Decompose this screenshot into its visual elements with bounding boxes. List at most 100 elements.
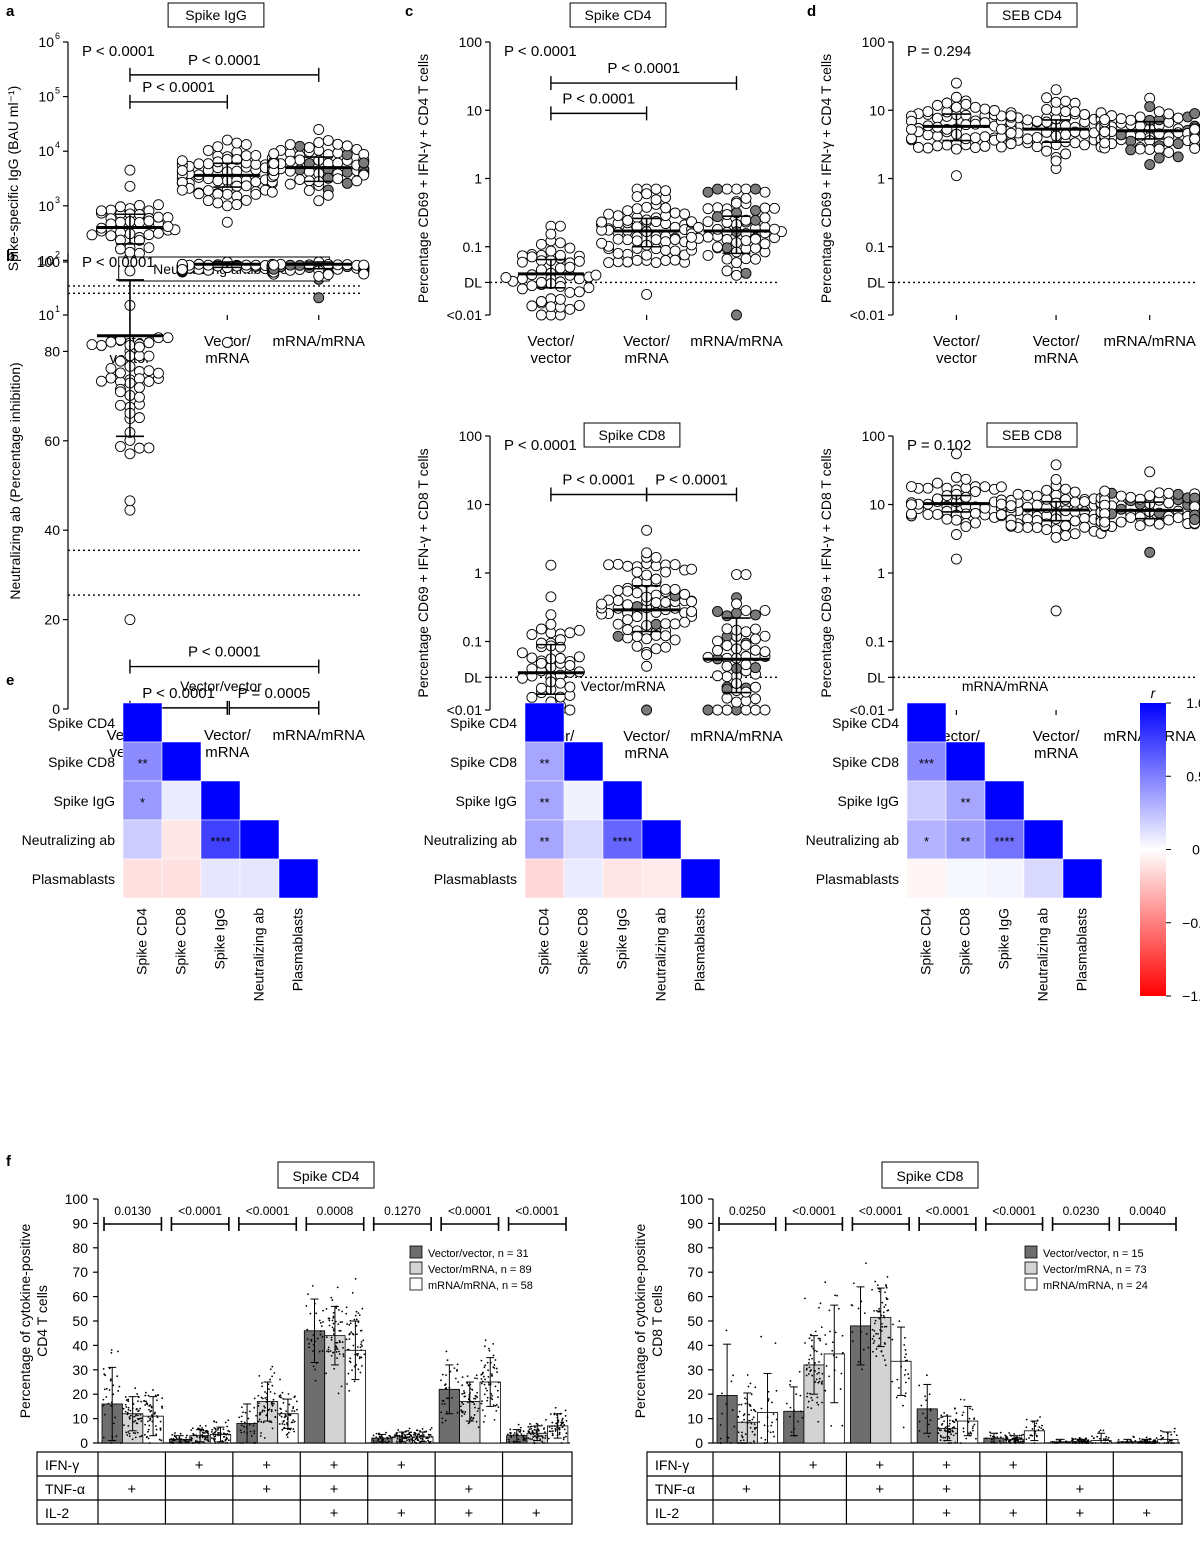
data-point: [114, 1416, 116, 1419]
data-point: [816, 1401, 818, 1404]
data-point: [989, 1431, 991, 1434]
heatmap-column-label: Spike CD8: [575, 908, 591, 975]
data-point: [721, 183, 733, 195]
data-point: [660, 566, 672, 578]
comparison-p-value: <0.0001: [859, 1204, 903, 1218]
data-point: [951, 1429, 954, 1432]
data-point: [332, 1351, 335, 1354]
data-point: [1175, 1434, 1178, 1437]
data-point: [114, 201, 126, 213]
data-point: [641, 188, 653, 200]
data-point: [430, 1435, 433, 1438]
data-point: [445, 1387, 448, 1389]
y-tick-label: 10: [38, 198, 54, 214]
data-point: [1152, 1440, 1155, 1443]
legend-label: Vector/mRNA, n = 89: [428, 1264, 532, 1276]
data-point: [240, 1424, 243, 1427]
data-point: [825, 1343, 827, 1345]
data-point: [1144, 101, 1156, 113]
data-point: [612, 558, 624, 570]
data-point: [332, 1317, 335, 1319]
data-point: [319, 1322, 322, 1324]
data-point: [485, 1387, 487, 1390]
data-point: [721, 660, 733, 672]
data-point: [799, 1410, 802, 1413]
data-point: [960, 473, 972, 485]
data-point: [292, 1407, 294, 1410]
data-point: [554, 641, 566, 653]
data-point: [416, 1436, 419, 1438]
data-point: [342, 1346, 344, 1349]
table-plus: +: [464, 1505, 473, 1522]
data-point: [1144, 546, 1156, 558]
data-point: [532, 1436, 535, 1438]
data-point: [361, 1364, 363, 1367]
data-point: [354, 1278, 357, 1280]
legend-swatch: [1024, 1277, 1038, 1291]
data-point: [1040, 1427, 1043, 1430]
data-point: [124, 448, 136, 460]
data-point: [551, 1425, 553, 1428]
data-point: [769, 223, 780, 235]
data-point: [148, 1442, 151, 1444]
data-point: [225, 1436, 228, 1439]
p-value: P < 0.0001: [504, 437, 577, 454]
data-point: [346, 1323, 349, 1325]
data-point: [883, 1341, 886, 1344]
data-point: [1145, 1436, 1148, 1439]
data-point: [258, 1374, 261, 1377]
data-point: [179, 1432, 182, 1435]
data-point: [185, 1441, 187, 1444]
data-point: [873, 1322, 876, 1325]
data-point: [325, 1372, 327, 1375]
heatmap-cell: [602, 858, 643, 899]
data-point: [133, 382, 145, 394]
data-point: [554, 220, 566, 232]
comparison-p-value: P < 0.0001: [655, 471, 728, 488]
data-point: [1134, 111, 1146, 123]
data-point: [1081, 1440, 1084, 1443]
x-tick-label: mRNA: [625, 350, 669, 367]
table-plus: +: [1009, 1457, 1018, 1474]
data-point: [877, 1344, 880, 1347]
data-point: [1141, 1442, 1143, 1444]
data-point: [529, 1425, 532, 1428]
heatmap-cell: [278, 858, 319, 899]
data-point: [268, 1388, 270, 1391]
data-point: [332, 1329, 335, 1332]
data-point: [1079, 139, 1091, 151]
data-point: [733, 1425, 736, 1428]
data-point: [484, 1339, 487, 1342]
data-point: [474, 1394, 477, 1397]
data-point: [747, 1385, 750, 1388]
data-point: [483, 1393, 486, 1396]
data-point: [507, 1438, 510, 1441]
data-point: [355, 1310, 358, 1313]
table-plus: +: [942, 1505, 951, 1522]
data-point: [124, 265, 136, 277]
data-point: [712, 704, 723, 716]
data-point: [1022, 522, 1034, 533]
y-tick-label: DL: [464, 669, 482, 685]
data-point: [255, 1414, 258, 1417]
data-point: [902, 1404, 904, 1407]
data-point: [175, 1437, 178, 1440]
data-point: [533, 1426, 536, 1428]
data-point: [540, 1424, 543, 1427]
data-point: [1125, 144, 1137, 156]
data-point: [292, 1419, 295, 1421]
data-point: [327, 1350, 330, 1353]
data-point: [269, 1390, 272, 1393]
p-value: P = 0.294: [907, 43, 971, 60]
data-point: [509, 1434, 512, 1436]
data-point: [884, 1291, 886, 1294]
data-point: [669, 254, 681, 266]
significance-stars: **: [960, 795, 970, 810]
data-point: [660, 583, 672, 595]
data-point: [819, 1339, 822, 1342]
data-point: [940, 1436, 943, 1438]
data-point: [875, 1309, 878, 1312]
heatmap-row-label: Plasmablasts: [434, 871, 517, 887]
data-point: [497, 1396, 499, 1399]
data-point: [257, 1405, 260, 1407]
